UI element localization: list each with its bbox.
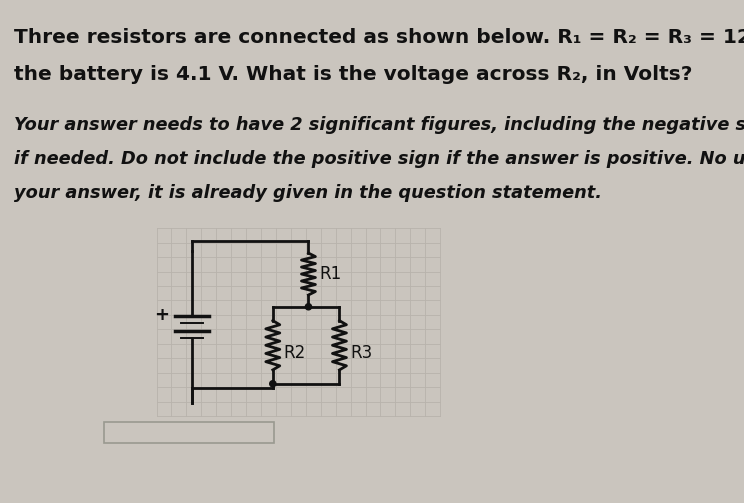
Circle shape [305, 304, 312, 310]
Text: Your answer needs to have 2 significant figures, including the negative sign in : Your answer needs to have 2 significant … [14, 116, 744, 134]
Text: if needed. Do not include the positive sign if the answer is positive. No unit i: if needed. Do not include the positive s… [14, 150, 744, 168]
Text: R3: R3 [350, 344, 373, 362]
Text: R1: R1 [319, 265, 341, 283]
FancyBboxPatch shape [104, 422, 275, 443]
Circle shape [270, 381, 276, 387]
Text: +: + [154, 306, 169, 324]
Text: your answer, it is already given in the question statement.: your answer, it is already given in the … [14, 184, 602, 202]
Text: the battery is 4.1 V. What is the voltage across R₂, in Volts?: the battery is 4.1 V. What is the voltag… [14, 65, 693, 84]
Text: Three resistors are connected as shown below. R₁ = R₂ = R₃ = 12 Ω. The voltage a: Three resistors are connected as shown b… [14, 28, 744, 47]
Text: R2: R2 [283, 344, 306, 362]
